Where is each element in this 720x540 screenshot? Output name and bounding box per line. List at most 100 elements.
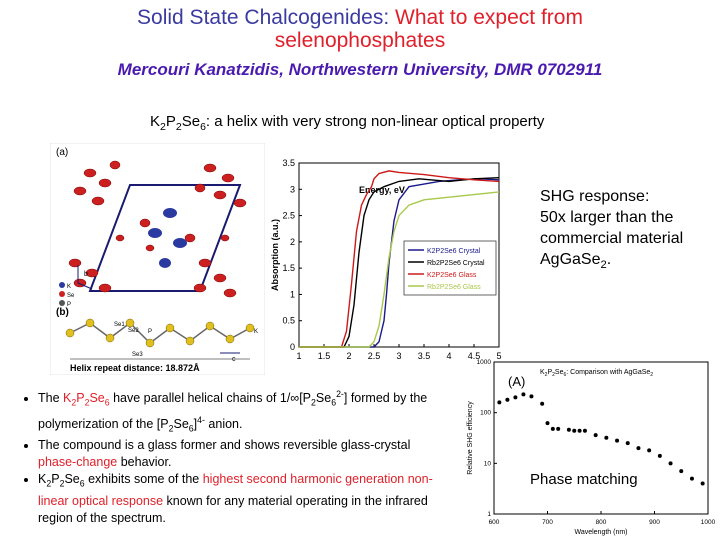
se-atom <box>184 233 196 243</box>
chain-atom <box>165 323 175 333</box>
title-part1: Solid State Chalcogenides: <box>137 6 390 29</box>
se-atom <box>98 178 112 188</box>
data-point <box>604 435 609 440</box>
bullet-text: ] <box>343 391 348 406</box>
shg-line3: commercial material <box>540 230 684 247</box>
legend-p: P <box>67 302 71 308</box>
bullet-sub: 2 <box>168 423 174 434</box>
data-point <box>679 469 684 474</box>
bullet-text: ] <box>193 416 198 431</box>
bullet-sub: 6 <box>79 478 85 489</box>
data-point <box>550 426 555 431</box>
heading-sub: 2 <box>175 121 182 133</box>
y-axis-label: Absorption (a.u.) <box>270 219 280 291</box>
se-atom <box>83 168 97 178</box>
shg-formula-sub: 2 <box>600 259 607 272</box>
label-a: (a) <box>56 147 68 158</box>
bullet-3: K2P2Se6 exhibits some of the highest sec… <box>38 471 435 527</box>
y-tick-label: 1 <box>487 511 491 518</box>
bullet-highlight: highest second harmonic generation non-l… <box>38 472 433 508</box>
chain-atom <box>205 321 215 331</box>
bullet-sup: 4- <box>197 414 205 425</box>
atom-label-se1: Se1 <box>114 322 125 328</box>
x-tick-label: 600 <box>489 519 500 526</box>
author-line: Mercouri Kanatzidis, Northwestern Univer… <box>117 60 603 79</box>
bullet-text: behavior. <box>117 455 172 470</box>
absorption-chart: 1 1.5 2 2.5 3 3.5 4 4.5 5 0 0.5 1 1.5 2 2.5 3 3.5 Energy,… <box>270 158 502 361</box>
bullet-highlight: phase-change <box>38 455 118 470</box>
axis-line <box>77 282 93 290</box>
repeat-distance: Helix repeat distance: 18.872Å <box>70 363 200 373</box>
bullet-formula: K2P2Se6 <box>63 391 110 408</box>
data-point <box>577 428 582 433</box>
chart-title: K2P2Se6: Comparison with AgGaSe2 <box>540 369 653 378</box>
data-point <box>700 481 705 486</box>
shg-line1: SHG response: <box>540 188 650 205</box>
axis-c-label: c <box>232 356 236 363</box>
axis-b-label: b <box>84 271 88 278</box>
legend-entry: Rb2P2Se6 Glass <box>427 284 481 291</box>
x-tick-label: 1000 <box>701 519 716 526</box>
chain-atom <box>125 318 135 328</box>
x-tick-label: 700 <box>542 519 553 526</box>
data-point <box>689 476 694 481</box>
bullet-sub: 2 <box>46 478 52 489</box>
x-axis-label: Energy, eV <box>359 185 405 195</box>
x-tick-label: 4.5 <box>468 351 481 361</box>
bullet-sub: 6 <box>331 397 337 408</box>
bullet-text: P <box>51 472 60 487</box>
panel-label: (A) <box>508 374 525 389</box>
legend-k-dot <box>59 282 65 288</box>
heading-text: : a helix with very strong non-linear op… <box>205 113 545 130</box>
se-atom <box>139 218 151 228</box>
data-point <box>593 433 598 438</box>
se-atom <box>203 163 217 173</box>
data-point <box>529 394 534 399</box>
data-point <box>521 392 526 397</box>
y-tick-label: 3 <box>290 184 295 194</box>
x-tick-label: 2 <box>346 351 351 361</box>
bullet-text: The <box>38 391 64 406</box>
se-atom <box>109 160 121 170</box>
helix-chain <box>69 322 251 344</box>
x-tick-label: 1 <box>296 351 301 361</box>
chain-atom <box>145 338 155 348</box>
se-atom <box>213 190 227 200</box>
bullet-sub: 6 <box>188 423 194 434</box>
bullet-sup: 2- <box>336 389 344 399</box>
title-part3: selenophosphates <box>274 29 446 52</box>
atom-label-se3: Se3 <box>132 352 143 358</box>
k-atom <box>173 238 187 248</box>
bullet-text: The compound is a glass former and shows… <box>38 438 411 453</box>
legend-entry: Rb2P2Se6 Crystal <box>427 260 485 267</box>
data-point <box>505 397 510 402</box>
k-atom <box>148 228 162 238</box>
x-tick-label: 800 <box>596 519 607 526</box>
shg-line2: 50x larger than the <box>540 209 674 226</box>
x-tick-label: 5 <box>496 351 501 361</box>
se-atom <box>115 234 125 242</box>
data-point <box>566 427 571 432</box>
y-axis-label: Relative SHG efficiency <box>467 401 474 475</box>
data-point <box>513 395 518 400</box>
y-tick-label: 0.5 <box>282 316 295 326</box>
bullet-text: exhibits some of the <box>84 472 203 487</box>
x-tick-label: 2.5 <box>368 351 381 361</box>
bullet-text: K <box>38 472 47 487</box>
y-tick-label: 100 <box>480 410 491 417</box>
legend-entry: K2P2Se6 Glass <box>427 272 477 279</box>
data-point <box>545 421 550 426</box>
heading-p: P <box>165 113 176 130</box>
slide-title-line1: Solid State Chalcogenides: What to expec… <box>0 6 720 30</box>
legend-p-dot <box>59 300 65 306</box>
chain-atom <box>65 328 75 338</box>
se-atom <box>193 283 207 293</box>
shg-response-note: SHG response: 50x larger than the commer… <box>540 186 683 276</box>
bullet-list: The K2P2Se6 have parallel helical chains… <box>20 386 435 527</box>
data-point <box>556 426 561 431</box>
y-tick-label: 2 <box>290 237 295 247</box>
se-atom <box>98 283 112 293</box>
x-tick-label: 1.5 <box>318 351 331 361</box>
bullet-2: The compound is a glass former and shows… <box>38 437 435 471</box>
series-line <box>299 191 500 348</box>
